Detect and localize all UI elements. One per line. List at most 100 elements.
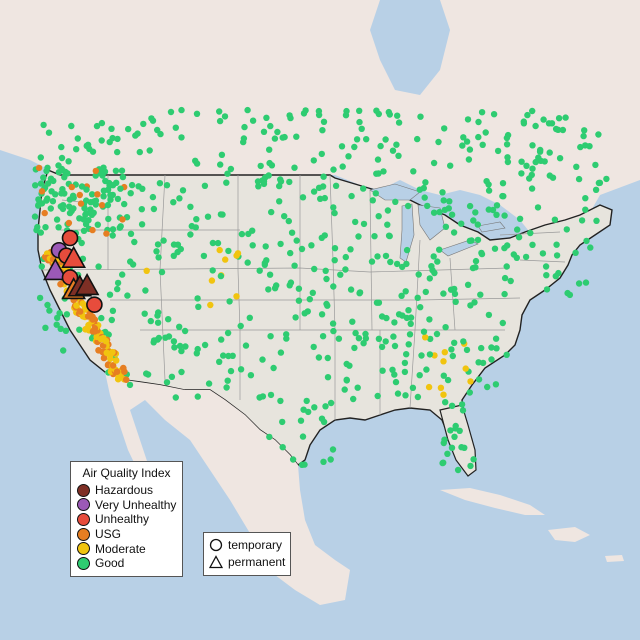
monitor-dot bbox=[492, 381, 500, 388]
monitor-dot bbox=[168, 373, 176, 380]
monitor-dot bbox=[437, 384, 445, 391]
monitor-dot bbox=[448, 402, 456, 409]
monitor-dot bbox=[60, 347, 67, 354]
monitor-dot bbox=[580, 132, 587, 140]
monitor-dot bbox=[114, 148, 121, 156]
monitor-dot bbox=[255, 183, 262, 190]
monitor-dot bbox=[286, 112, 293, 119]
monitor-dot bbox=[114, 279, 122, 287]
monitor-dot bbox=[464, 116, 472, 123]
monitor-dot bbox=[472, 209, 479, 216]
monitor-dot bbox=[310, 343, 317, 351]
monitor-dot bbox=[93, 122, 101, 130]
monitor-dot bbox=[343, 376, 350, 383]
monitor-dot bbox=[488, 356, 495, 363]
monitor-dot bbox=[351, 143, 358, 151]
monitor-dot bbox=[73, 302, 80, 309]
monitor-dot bbox=[566, 291, 574, 299]
monitor-dot bbox=[100, 193, 107, 200]
monitor-dot bbox=[116, 224, 124, 231]
monitor-dot bbox=[84, 141, 92, 148]
permanent-label: permanent bbox=[228, 554, 286, 569]
monitor-dot bbox=[543, 286, 551, 293]
triangle-icon bbox=[209, 554, 223, 568]
monitor-dot bbox=[83, 186, 90, 193]
monitor-dot bbox=[385, 232, 393, 239]
monitor-dot bbox=[238, 230, 246, 238]
monitor-dot bbox=[295, 297, 303, 304]
monitor-dot bbox=[372, 190, 379, 197]
monitor-dot bbox=[237, 366, 245, 373]
monitor-dot bbox=[193, 160, 201, 167]
monitor-dot bbox=[201, 182, 209, 189]
monitor-dot bbox=[247, 372, 255, 379]
monitor-dot bbox=[219, 211, 226, 218]
monitor-dot bbox=[143, 370, 150, 377]
monitor-dot bbox=[117, 185, 124, 192]
monitor-dot bbox=[270, 364, 277, 372]
monitor-dot bbox=[176, 342, 184, 350]
monitor-dot bbox=[587, 244, 594, 251]
monitor-dot bbox=[582, 195, 589, 202]
monitor-dot bbox=[322, 403, 329, 410]
monitor-dot bbox=[426, 351, 434, 358]
monitor-dot bbox=[377, 142, 384, 150]
monitor-dot bbox=[503, 351, 510, 358]
monitor-dot bbox=[320, 173, 327, 180]
monitor-dot bbox=[375, 213, 382, 220]
monitor-dot bbox=[315, 354, 323, 361]
monitor-dot bbox=[182, 343, 189, 350]
monitor-dot bbox=[299, 194, 307, 201]
monitor-dot bbox=[171, 344, 178, 351]
highlight-marker-hazardous bbox=[74, 272, 100, 296]
monitor-dot bbox=[470, 456, 477, 463]
monitor-dot bbox=[208, 277, 216, 284]
monitor-dot bbox=[348, 192, 355, 200]
monitor-dot bbox=[451, 433, 458, 440]
monitor-dot bbox=[484, 383, 491, 391]
monitor-dot bbox=[342, 112, 350, 119]
monitor-dot bbox=[233, 252, 240, 259]
monitor-dot bbox=[536, 148, 544, 155]
monitor-dot bbox=[338, 143, 346, 150]
monitor-dot bbox=[49, 198, 57, 205]
monitor-dot bbox=[146, 147, 153, 154]
monitor-dot bbox=[310, 188, 318, 195]
monitor-dot bbox=[596, 179, 604, 186]
monitor-dot bbox=[595, 131, 602, 138]
monitor-dot bbox=[410, 168, 417, 175]
monitor-dot bbox=[62, 327, 70, 334]
monitor-dot bbox=[179, 187, 187, 194]
legend-entry-hazardous: Hazardous bbox=[71, 483, 182, 498]
monitor-dot bbox=[355, 335, 363, 342]
monitor-dot bbox=[317, 195, 324, 202]
monitor-dot bbox=[417, 113, 424, 120]
monitor-dot bbox=[362, 335, 370, 342]
monitor-dot bbox=[371, 233, 378, 240]
monitor-dot bbox=[499, 180, 507, 187]
monitor-dot bbox=[283, 331, 290, 338]
monitor-dot bbox=[327, 399, 335, 407]
monitor-dot bbox=[575, 280, 583, 287]
monitor-dot bbox=[518, 170, 525, 177]
monitor-dot bbox=[109, 134, 116, 142]
monitor-dot bbox=[98, 314, 105, 322]
monitor-dot bbox=[138, 221, 146, 228]
monitor-dot bbox=[603, 175, 610, 183]
monitor-dot bbox=[112, 357, 120, 364]
monitor-dot bbox=[165, 316, 172, 323]
monitor-dot bbox=[244, 259, 251, 266]
monitor-dot bbox=[493, 345, 500, 352]
monitor-dot bbox=[61, 174, 68, 181]
monitor-dot bbox=[57, 325, 64, 332]
monitor-dot bbox=[315, 184, 323, 191]
monitor-dot bbox=[341, 386, 348, 393]
monitor-dot bbox=[360, 220, 368, 228]
lake-erie bbox=[439, 239, 479, 257]
monitor-dot bbox=[331, 209, 338, 217]
monitor-dot bbox=[227, 367, 235, 375]
monitor-dot bbox=[138, 206, 145, 213]
monitor-dot bbox=[237, 322, 244, 330]
legend-entry-moderate: Moderate bbox=[71, 541, 182, 556]
monitor-dot bbox=[178, 368, 185, 376]
